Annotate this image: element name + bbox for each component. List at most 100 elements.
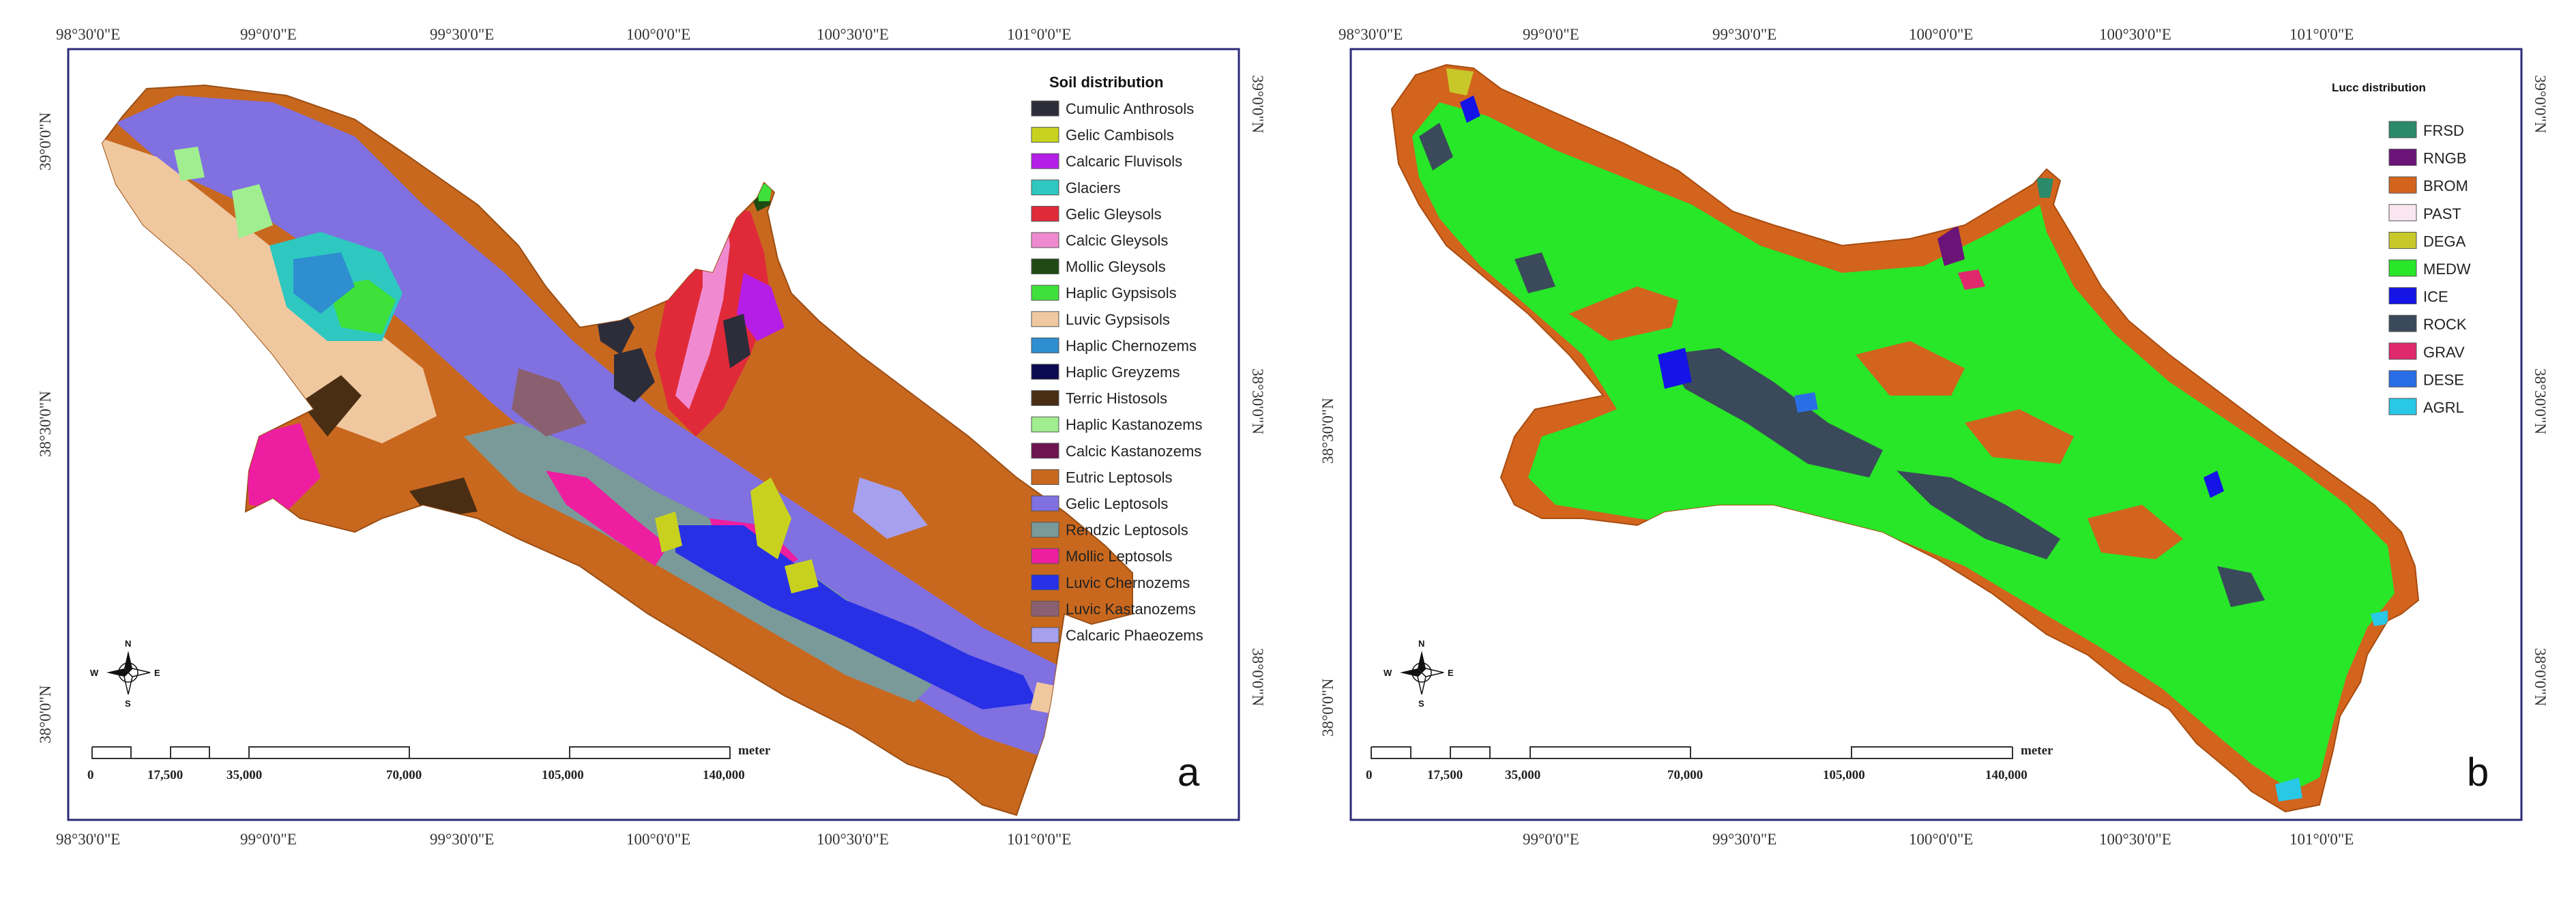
landuse-rock-2 (1897, 471, 2060, 559)
legend-label: AGRL (2423, 399, 2464, 416)
legend-label: DESE (2423, 371, 2464, 388)
bottom-tick-1: 98°30'0"E (56, 831, 120, 848)
landuse-medw (1412, 102, 2395, 791)
bottom-ticks: 98°30'0"E 99°0'0"E 99°30'0"E 100°0'0"E 1… (56, 831, 1071, 848)
right-tick-2: 38°30'0"N (1249, 368, 1266, 434)
top-tick-4: 100°0'0"E (626, 26, 690, 43)
soil-mollic-leptosols (246, 423, 321, 512)
bottom-tick-3: 100°0'0"E (1909, 831, 1973, 848)
landuse-brom-patch-3 (1965, 409, 2074, 464)
scale-label-4: 105,000 (1823, 768, 1865, 782)
legend-swatch (2388, 204, 2417, 222)
legend-swatch (1031, 522, 1059, 538)
legend-swatch (1031, 179, 1059, 196)
soil-luvic-gypsisols (102, 136, 437, 443)
top-tick-2: 99°0'0"E (240, 26, 297, 43)
legend-label: Terric Histosols (1066, 390, 1167, 407)
soil-calcaric-fluvisols (737, 273, 785, 341)
soil-legend: Soil distribution Cumulic Anthrosols Geli… (1031, 74, 1203, 644)
landuse-rock-4 (1514, 252, 1555, 293)
landuse-brom-patch (1569, 286, 1678, 341)
bottom-tick-4: 100°0'0"E (626, 831, 690, 848)
legend-swatch (1031, 416, 1059, 432)
soil-haplic-kastanozems (232, 184, 273, 239)
scale-unit: meter (738, 743, 771, 758)
legend-swatch (1031, 205, 1059, 222)
legend-label: Haplic Greyzems (1066, 364, 1180, 381)
legend-label: ROCK (2423, 316, 2467, 333)
scale-bar-line (91, 747, 731, 759)
landuse-agrl-2 (2371, 610, 2388, 626)
compass-rose: N S E W (1384, 638, 1454, 709)
panel-letter: b (2467, 750, 2489, 795)
soil-gelic-cambisols (750, 477, 791, 559)
top-tick-4: 100°0'0"E (1909, 26, 1973, 43)
panel-a: 98°30'0"E 99°0'0"E 99°30'0"E 100°0'0"E 1… (37, 26, 1266, 848)
left-ticks: 38°30'0"N 38°0'0"N (1319, 398, 1336, 737)
legend-label: Cumulic Anthrosols (1066, 100, 1194, 117)
legend-swatch (2388, 342, 2417, 360)
legend-swatch (1031, 390, 1059, 407)
legend-swatch (1031, 364, 1059, 380)
compass-w: W (90, 668, 99, 678)
legend-label: Luvic Gypsisols (1066, 311, 1170, 328)
compass-e: E (1448, 668, 1454, 678)
legend-label: DEGA (2423, 233, 2466, 250)
scale-unit: meter (2021, 743, 2053, 758)
top-tick-3: 99°30'0"E (1712, 26, 1776, 43)
compass-s: S (1418, 698, 1424, 709)
scale-label-5: 140,000 (1985, 768, 2028, 782)
legend-label: Haplic Kastanozems (1066, 416, 1203, 433)
scale-label-2: 35,000 (1505, 768, 1540, 782)
legend-label: Calcic Kastanozems (1066, 443, 1201, 460)
landuse-rngb (1937, 225, 1965, 266)
legend-swatch (1031, 600, 1059, 617)
legend-swatch (2388, 149, 2417, 166)
legend-label: Gelic Leptosols (1066, 495, 1168, 512)
bottom-tick-4: 100°30'0"E (2099, 831, 2171, 848)
legend-swatch (1031, 284, 1059, 301)
right-tick-2: 38°30'0"N (2532, 368, 2549, 434)
top-tick-1: 98°30'0"E (1338, 26, 1403, 43)
left-tick-1: 39°0'0"N (37, 112, 54, 171)
legend-label: Haplic Gypsisols (1066, 284, 1177, 301)
compass-s: S (125, 698, 131, 709)
left-ticks: 39°0'0"N 38°30'0"N 38°0'0"N (37, 112, 54, 743)
landuse-rock-3 (1419, 123, 1453, 171)
top-tick-6: 101°0'0"E (1007, 26, 1071, 43)
right-ticks: 39°0'0"N 38°30'0"N 38°0'0"N (2532, 75, 2549, 707)
compass-w: W (1384, 668, 1392, 678)
legend-items: FRSD RNGB BROM PAST DEGA MEDW ICE ROCK GRAV DESE A… (2388, 121, 2471, 416)
legend-swatch (1031, 443, 1059, 459)
legend-swatch (1031, 153, 1059, 169)
legend-label: Mollic Gleysols (1066, 259, 1166, 276)
legend-swatch (1031, 311, 1059, 327)
landuse-grav (1958, 269, 1985, 290)
bottom-ticks: 99°0'0"E 99°30'0"E 100°0'0"E 100°30'0"E … (1523, 831, 2354, 848)
compass-west-arrow (1400, 668, 1422, 677)
legend-label: Haplic Chernozems (1066, 337, 1197, 354)
top-tick-5: 100°30'0"E (2099, 26, 2171, 43)
bottom-tick-3: 99°30'0"E (430, 831, 494, 848)
legend-title: Lucc distribution (2332, 81, 2426, 94)
scale-label-4: 105,000 (542, 768, 584, 782)
legend-swatch (1031, 469, 1059, 485)
scale-bar-line (1371, 747, 2013, 759)
soil-cumulic-anthrosols-2 (614, 348, 655, 402)
legend-items: Cumulic Anthrosols Gelic Cambisols Calcari… (1031, 100, 1203, 644)
legend-swatch (1031, 100, 1059, 117)
landuse-ice-2 (1460, 95, 1480, 123)
legend-swatch (1031, 127, 1059, 143)
lucc-map (1390, 63, 2420, 813)
right-tick-1: 39°0'0"N (2532, 75, 2549, 134)
legend-swatch (1031, 259, 1059, 275)
soil-luvic-kastanozems (512, 368, 587, 437)
scale-bar-segments (1371, 746, 2012, 758)
landuse-rock-5 (2217, 566, 2265, 607)
scale-label-0: 0 (1366, 768, 1373, 782)
legend-swatch (2388, 314, 2417, 332)
soil-haplic-kastanozems-2 (174, 147, 205, 181)
left-tick-3: 38°0'0"N (37, 685, 54, 743)
legend-label: BROM (2423, 177, 2468, 194)
